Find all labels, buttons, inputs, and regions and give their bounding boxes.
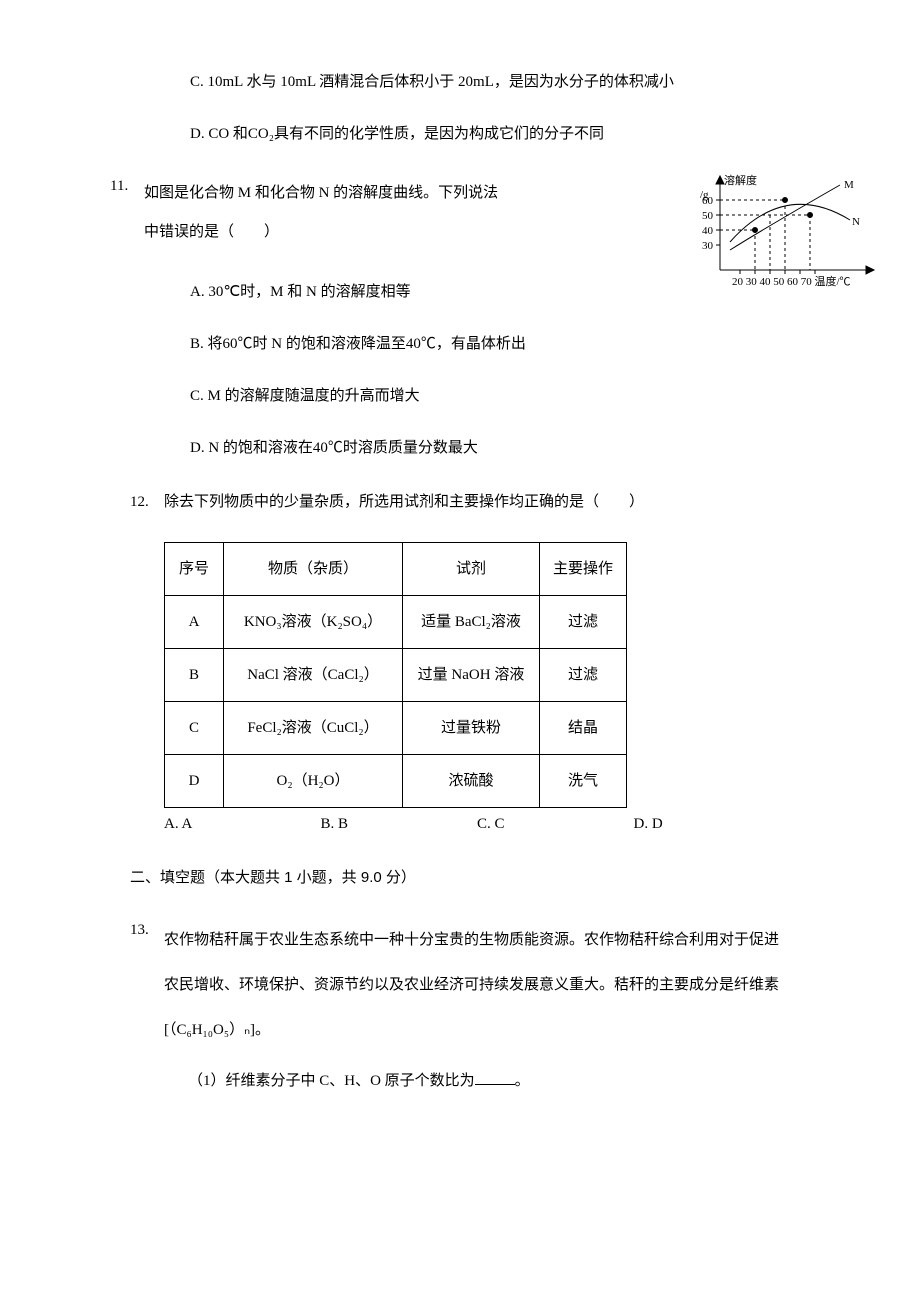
svg-text:40: 40 <box>702 225 714 237</box>
th-rgt: 试剂 <box>403 543 540 596</box>
table-row: D O₂（H₂O） 浓硫酸 洗气 <box>165 755 627 808</box>
blank-input[interactable] <box>475 1069 515 1085</box>
question-12: 12. 除去下列物质中的少量杂质，所选用试剂和主要操作均正确的是（ ） 序号 物… <box>130 490 790 836</box>
opt-d: D. CO 和CO₂具有不同的化学性质，是因为构成它们的分子不同 <box>190 122 790 146</box>
q13-sub1: （1）纤维素分子中 C、H、O 原子个数比为 。 <box>188 1063 790 1099</box>
q13-num: 13. <box>130 918 164 1053</box>
table-row: B NaCl 溶液（CaCl₂） 过量 NaOH 溶液 过滤 <box>165 649 627 702</box>
section-2-header: 二、填空题（本大题共 1 小题，共 9.0 分） <box>130 866 790 890</box>
ans-b: B. B <box>321 812 478 836</box>
th-seq: 序号 <box>165 543 224 596</box>
ans-c: C. C <box>477 812 634 836</box>
q11-stem: 如图是化合物 M 和化合物 N 的溶解度曲线。下列说法中错误的是（ ） <box>144 174 504 252</box>
q11-opt-d: D. N 的饱和溶液在40℃时溶质质量分数最大 <box>190 436 790 460</box>
svg-text:20 30 40 50 60 70 温度/℃: 20 30 40 50 60 70 温度/℃ <box>732 274 851 288</box>
table-row: C FeCl₂溶液（CuCl₂） 过量铁粉 结晶 <box>165 702 627 755</box>
svg-text:60: 60 <box>702 195 714 207</box>
solubility-graph: 溶解度 /g 60 50 40 30 M N 20 30 40 50 60 70… <box>680 170 890 300</box>
opt-c: C. 10mL 水与 10mL 酒精混合后体积小于 20mL，是因为水分子的体积… <box>190 70 790 94</box>
q12-answers: A. A B. B C. C D. D <box>164 812 790 836</box>
q11-opt-c: C. M 的溶解度随温度的升高而增大 <box>190 384 790 408</box>
q13-sub1-pre: （1）纤维素分子中 C、H、O 原子个数比为 <box>188 1073 475 1089</box>
svg-text:N: N <box>852 216 860 228</box>
svg-text:溶解度: 溶解度 <box>724 173 757 187</box>
th-sub: 物质（杂质） <box>224 543 403 596</box>
th-op: 主要操作 <box>540 543 627 596</box>
q13-sub1-post: 。 <box>515 1073 530 1089</box>
svg-text:50: 50 <box>702 210 714 222</box>
svg-text:30: 30 <box>702 240 714 252</box>
question-13: 13. 农作物秸秆属于农业生态系统中一种十分宝贵的生物质能资源。农作物秸秆综合利… <box>130 918 790 1099</box>
svg-text:M: M <box>844 179 854 191</box>
ans-a: A. A <box>164 812 321 836</box>
q11-num: 11. <box>110 174 144 252</box>
table-row: A KNO₃溶液（K₂SO₄） 适量 BaCl₂溶液 过滤 <box>165 596 627 649</box>
question-11: 11. 如图是化合物 M 和化合物 N 的溶解度曲线。下列说法中错误的是（ ） <box>130 174 790 460</box>
q12-stem: 除去下列物质中的少量杂质，所选用试剂和主要操作均正确的是（ ） <box>164 490 790 514</box>
q11-opt-b: B. 将60℃时 N 的饱和溶液降温至40℃，有晶体析出 <box>190 332 790 356</box>
q12-num: 12. <box>130 490 164 514</box>
q12-table: 序号 物质（杂质） 试剂 主要操作 A KNO₃溶液（K₂SO₄） 适量 BaC… <box>164 542 627 808</box>
ans-d: D. D <box>634 812 791 836</box>
q13-para: 农作物秸秆属于农业生态系统中一种十分宝贵的生物质能资源。农作物秸秆综合利用对于促… <box>164 918 790 1053</box>
